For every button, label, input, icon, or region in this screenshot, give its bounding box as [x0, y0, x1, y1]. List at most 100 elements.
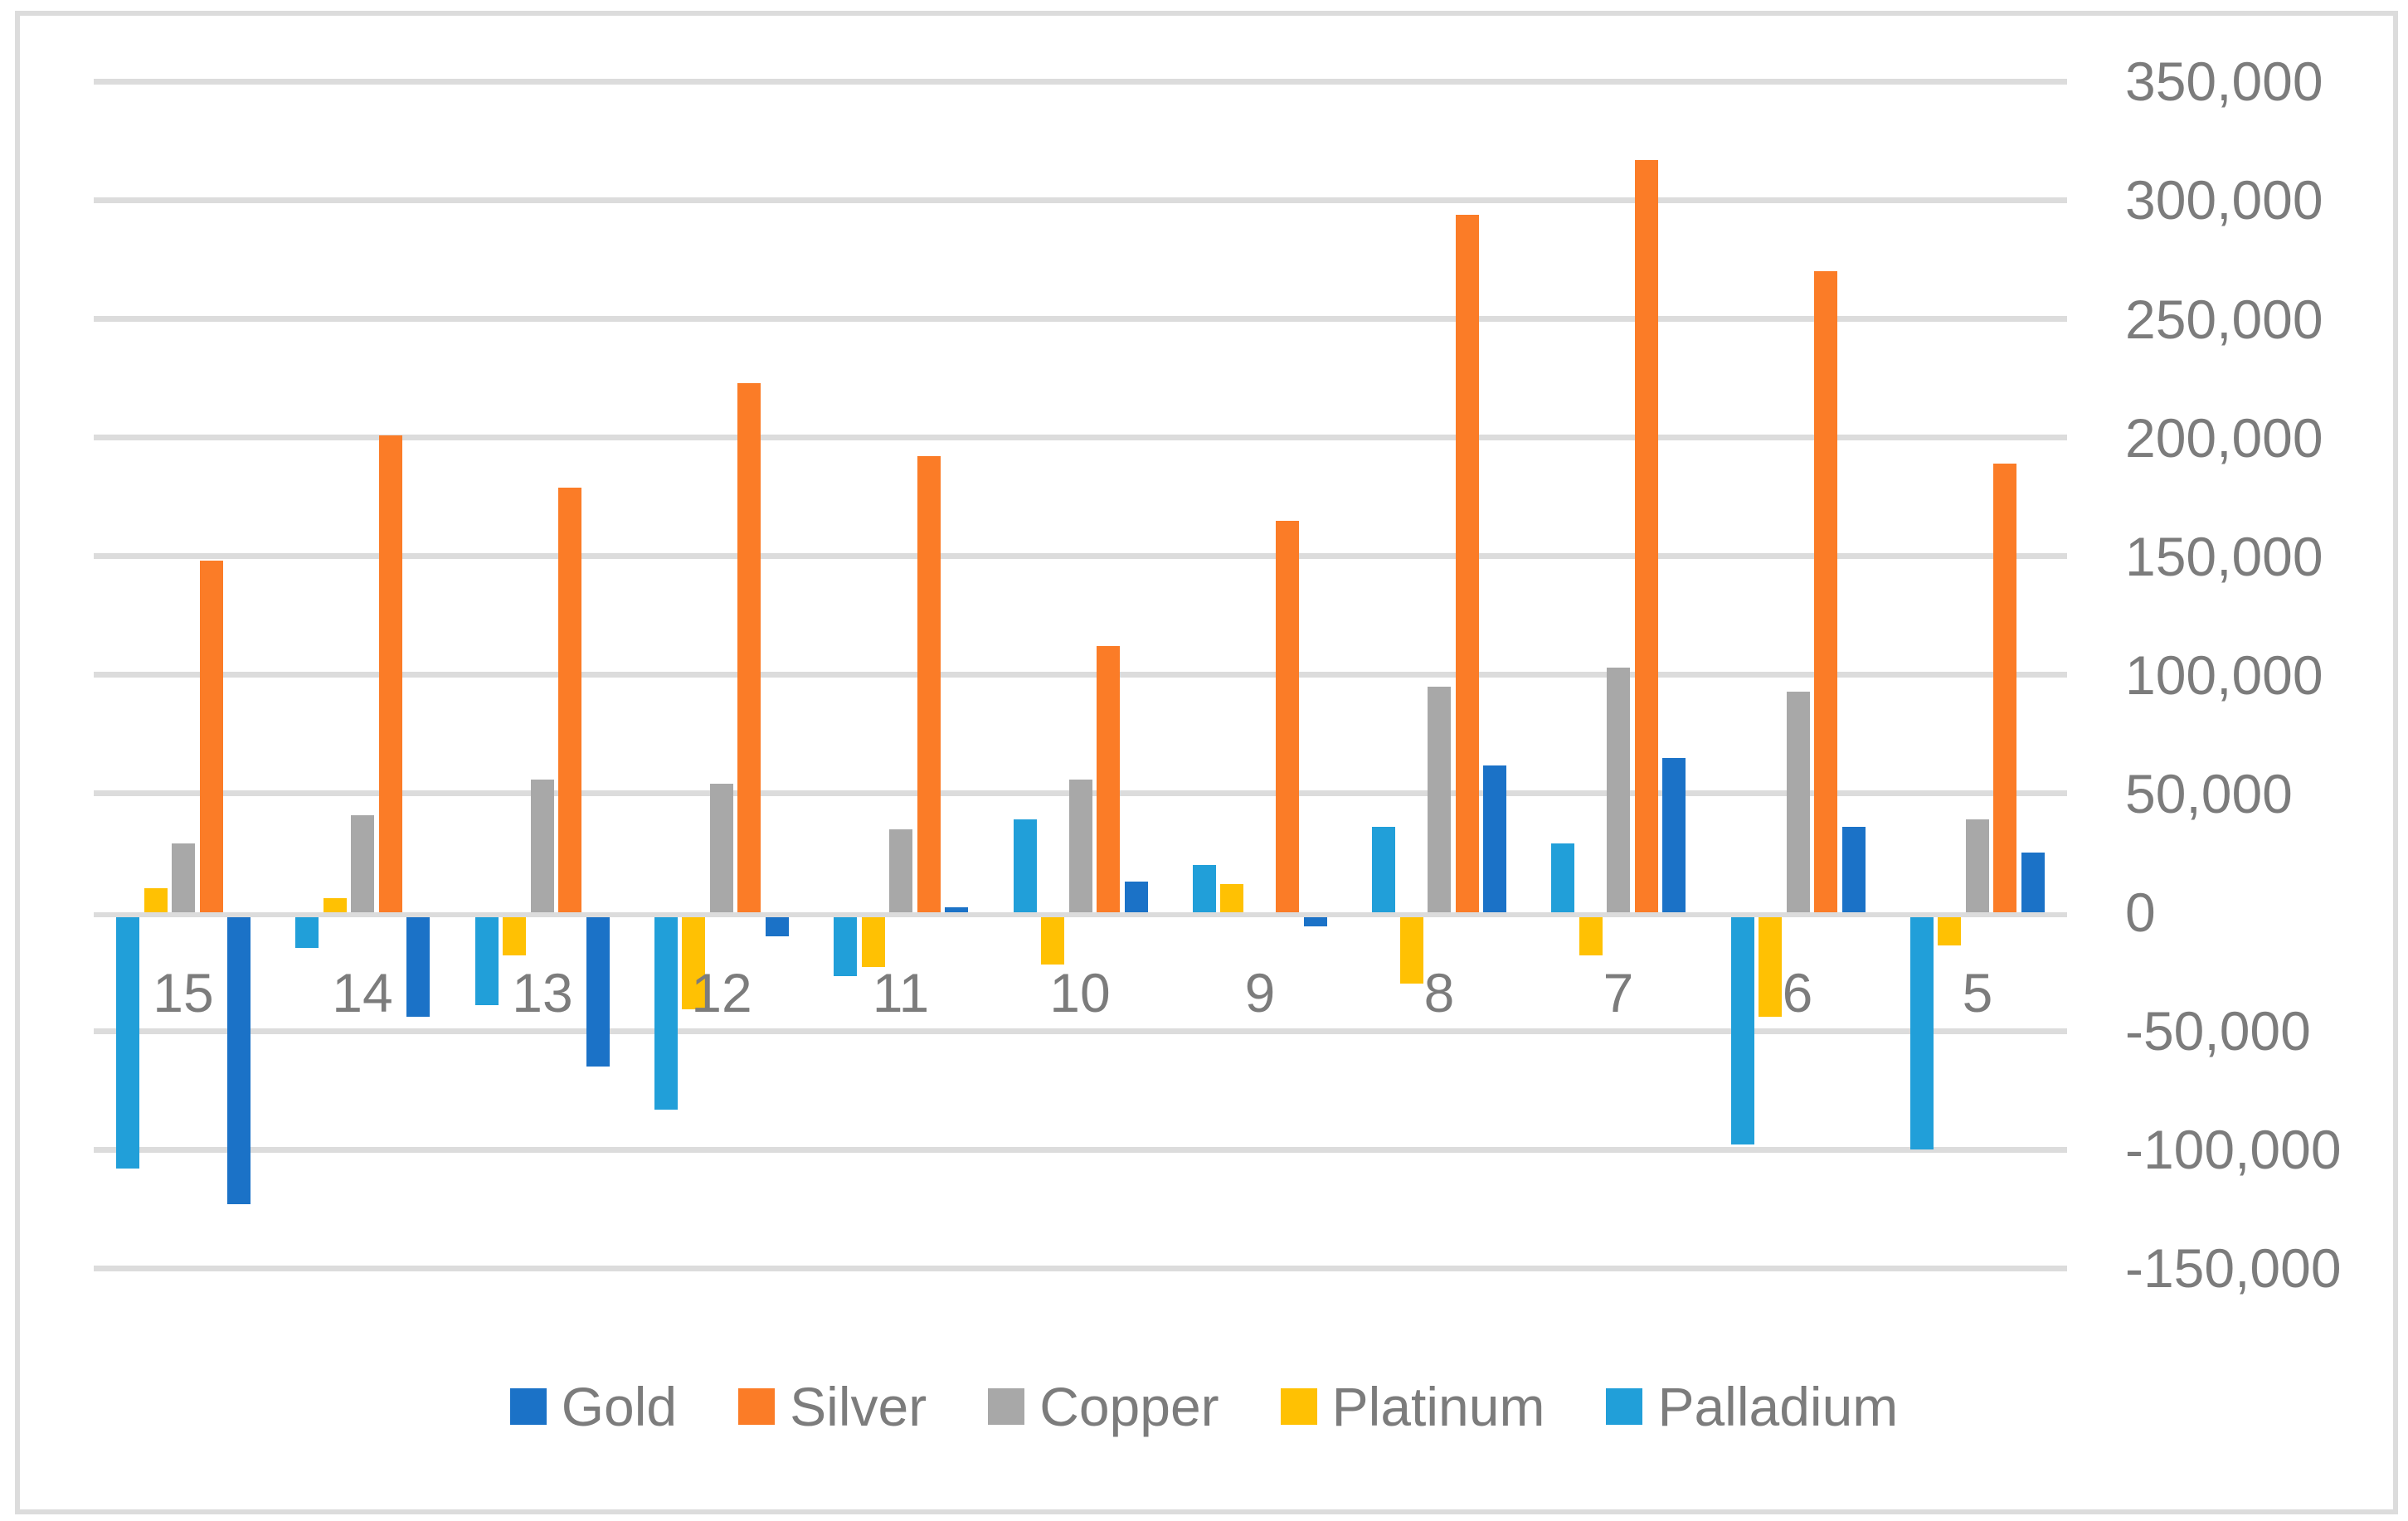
legend-item-copper: Copper	[988, 1377, 1219, 1436]
bar-copper-6	[1787, 692, 1810, 912]
bar-silver-14	[379, 435, 402, 912]
legend-label-gold: Gold	[561, 1376, 678, 1437]
bar-palladium-6	[1731, 917, 1754, 1144]
bar-gold-11	[945, 907, 968, 912]
legend-marker-gold	[509, 1388, 547, 1425]
gridline	[94, 197, 2067, 203]
gridline	[94, 435, 2067, 440]
bar-copper-8	[1428, 687, 1451, 912]
x-axis-label-15: 15	[153, 962, 214, 1023]
y-axis-label: 350,000	[2125, 51, 2323, 112]
legend-item-palladium: Palladium	[1606, 1377, 1898, 1436]
bar-silver-8	[1456, 215, 1479, 912]
bar-platinum-8	[1400, 917, 1423, 984]
y-axis-label: 300,000	[2125, 169, 2323, 231]
x-axis-zero-line	[94, 912, 2067, 917]
bar-platinum-9	[1220, 884, 1243, 912]
y-axis-label: 200,000	[2125, 407, 2323, 469]
x-axis-label-5: 5	[1962, 962, 1993, 1023]
legend: Gold Silver Copper Platinum Palladium	[0, 1377, 2408, 1436]
bar-copper-10	[1069, 780, 1092, 912]
bar-palladium-5	[1910, 917, 1934, 1149]
bar-palladium-11	[834, 917, 857, 976]
bar-copper-14	[351, 815, 374, 912]
chart-border	[15, 11, 2398, 1514]
bar-platinum-13	[503, 917, 526, 955]
legend-marker-platinum	[1280, 1388, 1317, 1425]
gridline	[94, 672, 2067, 678]
bar-gold-13	[586, 917, 610, 1067]
bar-platinum-6	[1759, 917, 1782, 1017]
bar-platinum-7	[1579, 917, 1603, 955]
gridline	[94, 1266, 2067, 1271]
bar-palladium-12	[654, 917, 678, 1110]
legend-label-silver: Silver	[790, 1376, 927, 1437]
gridline	[94, 1028, 2067, 1034]
bar-copper-5	[1966, 819, 1989, 912]
bar-silver-13	[558, 488, 581, 912]
y-axis-label: 50,000	[2125, 763, 2293, 824]
bar-palladium-15	[116, 917, 139, 1169]
gridline	[94, 316, 2067, 322]
y-axis-label: 150,000	[2125, 526, 2323, 587]
bar-gold-6	[1842, 827, 1866, 912]
legend-label-palladium: Palladium	[1657, 1376, 1899, 1437]
y-axis-label: -150,000	[2125, 1237, 2342, 1299]
bar-palladium-9	[1193, 865, 1216, 912]
bar-silver-12	[737, 383, 761, 912]
x-axis-label-9: 9	[1244, 962, 1276, 1023]
bar-silver-9	[1276, 521, 1299, 912]
bar-silver-5	[1993, 464, 2016, 912]
legend-label-copper: Copper	[1039, 1376, 1219, 1437]
bar-gold-12	[766, 917, 789, 936]
legend-item-silver: Silver	[738, 1377, 927, 1436]
gridline	[94, 79, 2067, 85]
gridline	[94, 1147, 2067, 1153]
legend-marker-silver	[738, 1388, 776, 1425]
bar-gold-5	[2021, 853, 2045, 912]
y-axis-label: 100,000	[2125, 644, 2323, 706]
bar-gold-14	[406, 917, 430, 1017]
bar-silver-6	[1814, 271, 1837, 912]
bar-platinum-10	[1041, 917, 1064, 965]
bar-gold-15	[227, 917, 251, 1204]
bar-gold-9	[1304, 917, 1327, 926]
y-axis-label: 250,000	[2125, 289, 2323, 350]
y-axis-label: 0	[2125, 882, 2156, 943]
bar-silver-7	[1635, 160, 1658, 912]
x-axis-label-12: 12	[691, 962, 752, 1023]
bar-palladium-14	[295, 917, 319, 948]
bar-platinum-11	[862, 917, 885, 967]
gridline	[94, 553, 2067, 559]
bar-copper-11	[889, 829, 912, 912]
legend-marker-copper	[988, 1388, 1025, 1425]
bar-silver-11	[917, 456, 941, 912]
bar-platinum-15	[144, 888, 168, 912]
bar-gold-10	[1125, 882, 1148, 912]
legend-label-platinum: Platinum	[1331, 1376, 1545, 1437]
x-axis-label-6: 6	[1782, 962, 1813, 1023]
legend-item-platinum: Platinum	[1280, 1376, 1545, 1437]
bar-palladium-8	[1372, 827, 1395, 912]
bar-platinum-12	[682, 917, 705, 1009]
x-axis-label-13: 13	[512, 962, 573, 1023]
bar-palladium-10	[1014, 819, 1037, 912]
x-axis-label-8: 8	[1423, 962, 1455, 1023]
legend-marker-palladium	[1606, 1388, 1643, 1425]
bar-copper-15	[172, 843, 195, 912]
y-axis-label: -100,000	[2125, 1119, 2342, 1180]
bar-palladium-7	[1551, 843, 1574, 912]
bar-palladium-13	[475, 917, 499, 1005]
legend-item-gold: Gold	[509, 1376, 678, 1437]
x-axis-label-14: 14	[332, 962, 393, 1023]
bar-copper-13	[531, 780, 554, 912]
bar-copper-7	[1607, 668, 1630, 912]
bar-silver-15	[200, 561, 223, 912]
bar-platinum-5	[1938, 917, 1961, 945]
x-axis-label-7: 7	[1603, 962, 1634, 1023]
bar-gold-7	[1662, 758, 1686, 912]
bar-gold-8	[1483, 765, 1506, 912]
x-axis-label-10: 10	[1049, 962, 1111, 1023]
bar-silver-10	[1097, 646, 1120, 912]
